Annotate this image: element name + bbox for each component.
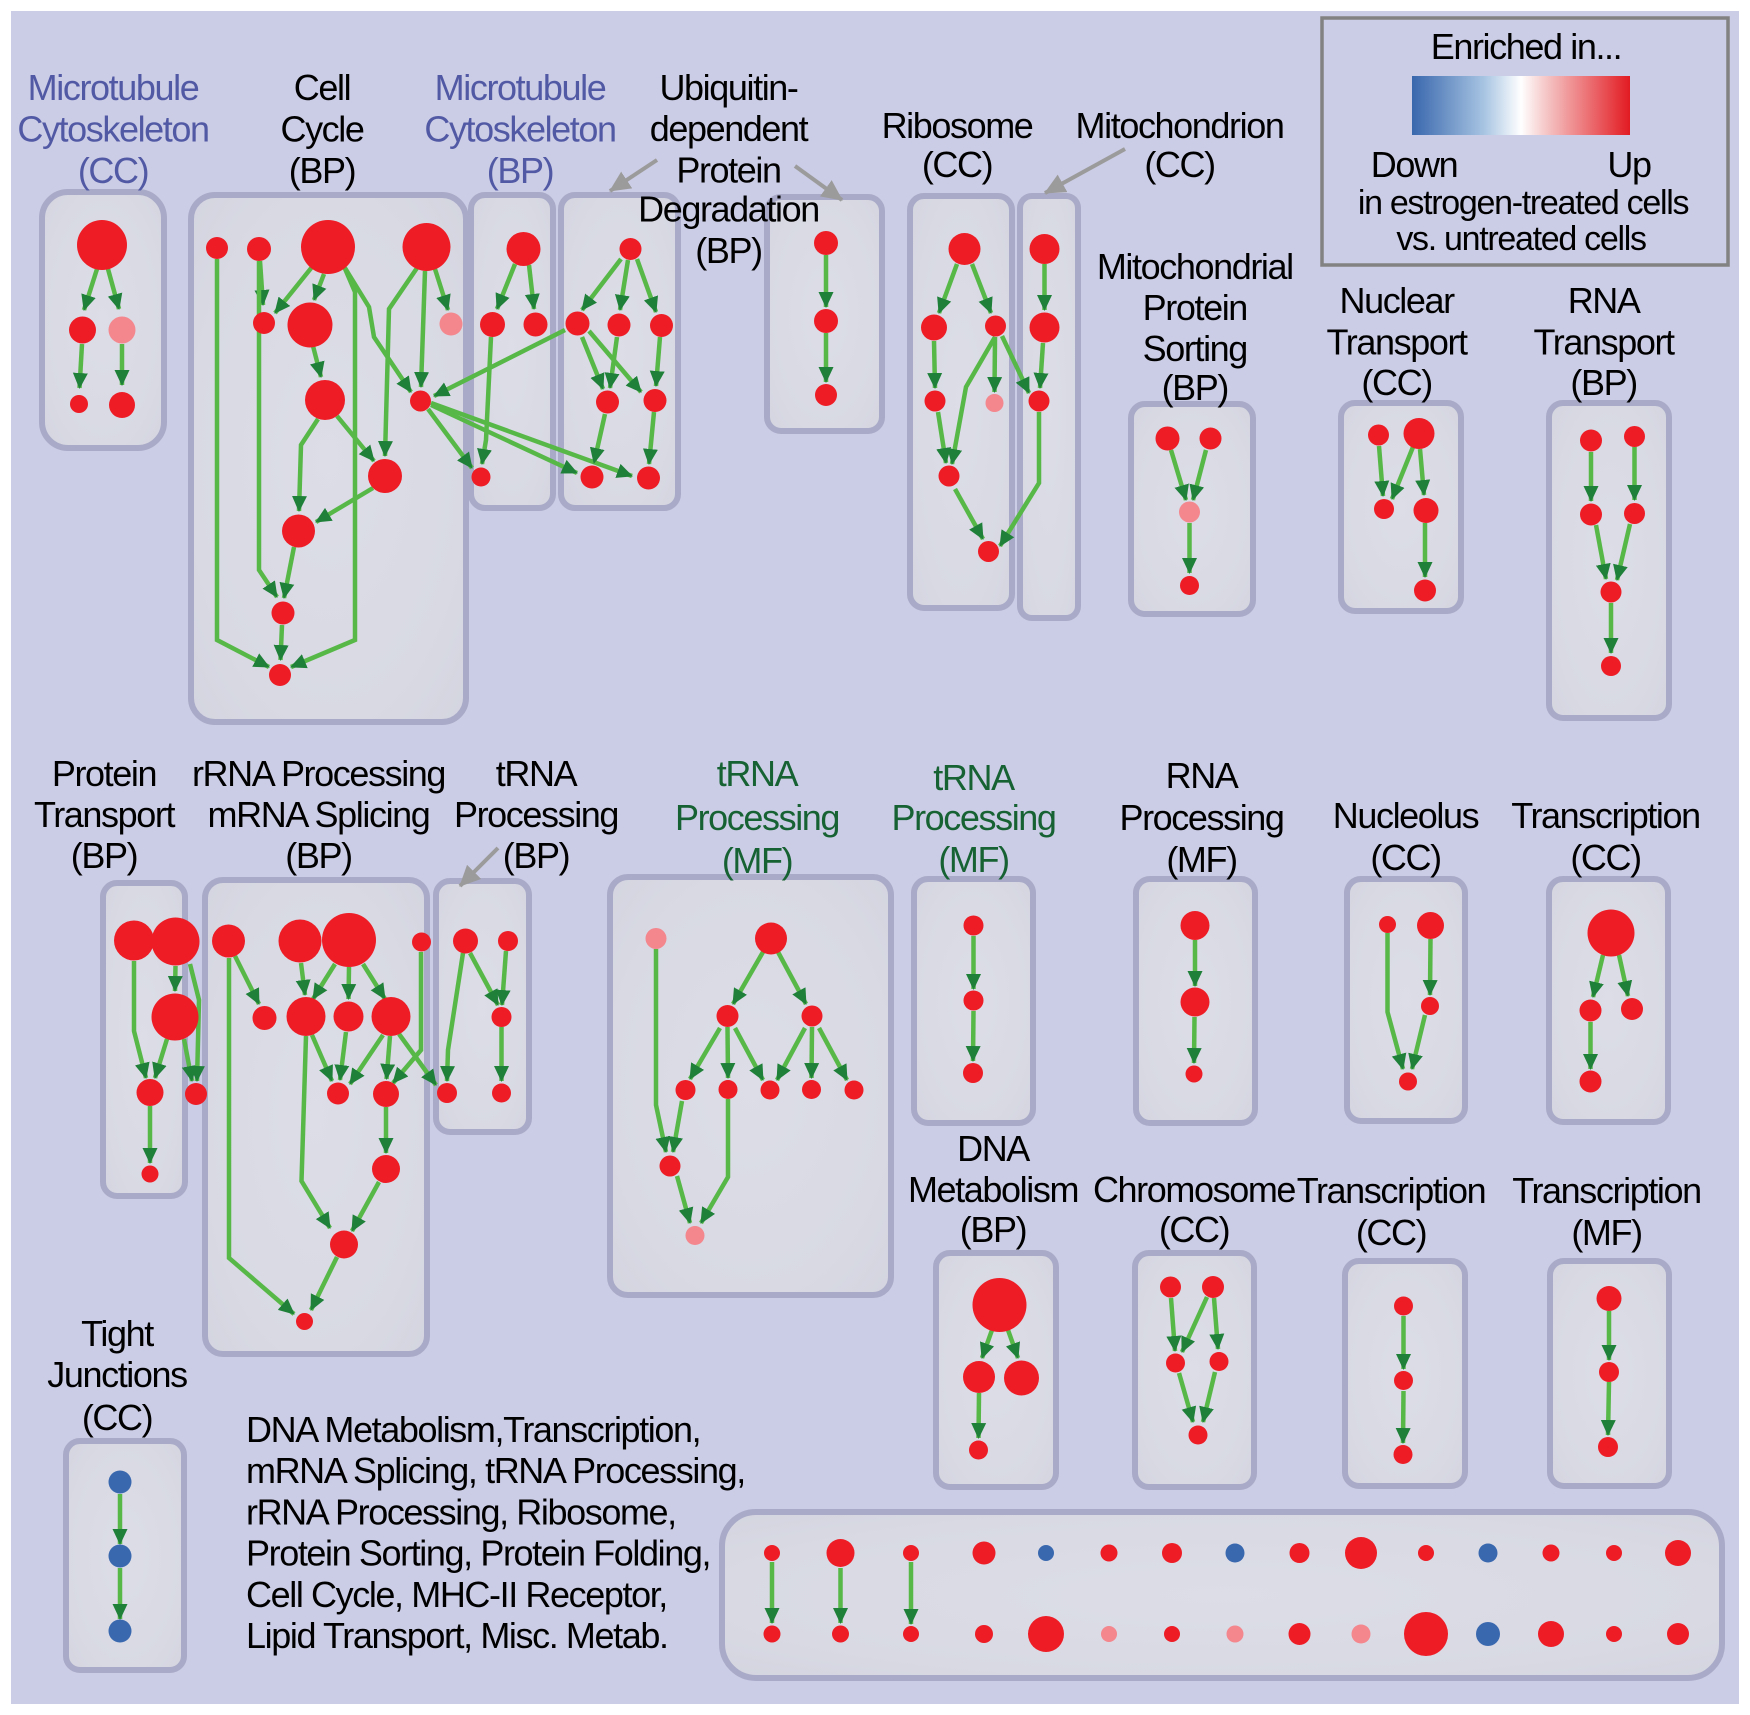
svg-text:Sorting: Sorting	[1143, 328, 1247, 369]
svg-text:(BP): (BP)	[1162, 367, 1228, 408]
svg-text:Ribosome: Ribosome	[882, 105, 1033, 146]
svg-text:Transcription: Transcription	[1512, 1170, 1701, 1211]
svg-text:RNA: RNA	[1568, 280, 1641, 321]
svg-text:Protein: Protein	[52, 753, 156, 794]
svg-text:mRNA Splicing, tRNA Processing: mRNA Splicing, tRNA Processing,	[246, 1450, 745, 1491]
svg-text:(CC): (CC)	[1356, 1212, 1426, 1253]
svg-text:DNA: DNA	[957, 1128, 1030, 1169]
svg-text:(MF): (MF)	[1166, 839, 1236, 880]
svg-text:(CC): (CC)	[1370, 837, 1440, 878]
svg-text:Mitochondrial: Mitochondrial	[1097, 246, 1293, 287]
svg-text:(CC): (CC)	[82, 1397, 152, 1438]
svg-text:rRNA Processing, Ribosome,: rRNA Processing, Ribosome,	[246, 1491, 676, 1532]
svg-text:tRNA: tRNA	[496, 753, 578, 794]
svg-text:Cytoskeleton: Cytoskeleton	[424, 109, 615, 150]
svg-text:Nucleolus: Nucleolus	[1333, 795, 1479, 836]
svg-text:(CC): (CC)	[922, 144, 992, 185]
svg-text:Microtubule: Microtubule	[435, 67, 606, 108]
svg-text:tRNA: tRNA	[717, 753, 799, 794]
svg-text:Cell: Cell	[294, 67, 350, 108]
svg-text:Cell Cycle, MHC-II Receptor,: Cell Cycle, MHC-II Receptor,	[246, 1574, 667, 1615]
svg-text:Transport: Transport	[1327, 322, 1469, 363]
svg-text:Transport: Transport	[1534, 322, 1676, 363]
svg-text:(CC): (CC)	[1144, 144, 1214, 185]
svg-text:Lipid Transport, Misc. Metab.: Lipid Transport, Misc. Metab.	[246, 1615, 668, 1656]
svg-text:Processing: Processing	[891, 797, 1055, 838]
svg-text:Cytoskeleton: Cytoskeleton	[17, 109, 208, 150]
svg-text:Microtubule: Microtubule	[28, 67, 199, 108]
svg-text:Chromosome: Chromosome	[1093, 1169, 1295, 1210]
svg-text:Nuclear: Nuclear	[1339, 280, 1455, 321]
svg-text:Processing: Processing	[1119, 797, 1283, 838]
svg-text:Cycle: Cycle	[280, 109, 363, 150]
svg-text:in estrogen-treated cells: in estrogen-treated cells	[1358, 184, 1689, 222]
svg-text:(CC): (CC)	[1361, 362, 1431, 403]
svg-text:Ubiquitin-: Ubiquitin-	[659, 67, 797, 108]
svg-text:(BP): (BP)	[695, 230, 761, 271]
svg-text:Processing: Processing	[675, 797, 839, 838]
svg-text:(BP): (BP)	[289, 150, 355, 191]
svg-text:(BP): (BP)	[960, 1209, 1026, 1250]
svg-text:Protein: Protein	[1143, 287, 1247, 328]
svg-text:Junctions: Junctions	[47, 1354, 187, 1395]
svg-text:(MF): (MF)	[938, 839, 1008, 880]
svg-text:(CC): (CC)	[1570, 837, 1640, 878]
svg-text:tRNA: tRNA	[933, 757, 1015, 798]
svg-text:rRNA Processing: rRNA Processing	[192, 753, 445, 794]
svg-text:Transcription: Transcription	[1511, 795, 1700, 836]
svg-text:Protein Sorting, Protein Foldi: Protein Sorting, Protein Folding,	[246, 1533, 710, 1574]
svg-text:(BP): (BP)	[71, 835, 137, 876]
svg-text:Down: Down	[1371, 144, 1457, 185]
svg-text:Protein: Protein	[676, 149, 780, 190]
svg-text:(BP): (BP)	[285, 835, 351, 876]
svg-text:(MF): (MF)	[722, 840, 792, 881]
svg-text:Processing: Processing	[454, 794, 618, 835]
svg-text:Transport: Transport	[34, 794, 176, 835]
svg-text:Degradation: Degradation	[638, 189, 819, 230]
svg-text:vs. untreated cells: vs. untreated cells	[1396, 220, 1646, 258]
svg-text:(BP): (BP)	[503, 835, 569, 876]
svg-text:(CC): (CC)	[1159, 1209, 1229, 1250]
svg-text:mRNA Splicing: mRNA Splicing	[208, 794, 430, 835]
svg-text:DNA Metabolism,Transcription,: DNA Metabolism,Transcription,	[246, 1409, 700, 1450]
svg-text:Mitochondrion: Mitochondrion	[1076, 105, 1284, 146]
svg-text:(MF): (MF)	[1571, 1212, 1641, 1253]
svg-text:(BP): (BP)	[1570, 362, 1636, 403]
svg-text:Transcription: Transcription	[1297, 1170, 1486, 1211]
svg-text:(BP): (BP)	[487, 150, 553, 191]
svg-text:(CC): (CC)	[78, 150, 148, 191]
svg-text:Enriched in...: Enriched in...	[1431, 26, 1622, 67]
svg-text:Tight: Tight	[81, 1313, 154, 1354]
svg-text:Metabolism: Metabolism	[908, 1169, 1078, 1210]
svg-text:Up: Up	[1607, 144, 1651, 185]
svg-text:dependent: dependent	[650, 108, 809, 149]
svg-text:RNA: RNA	[1166, 755, 1239, 796]
